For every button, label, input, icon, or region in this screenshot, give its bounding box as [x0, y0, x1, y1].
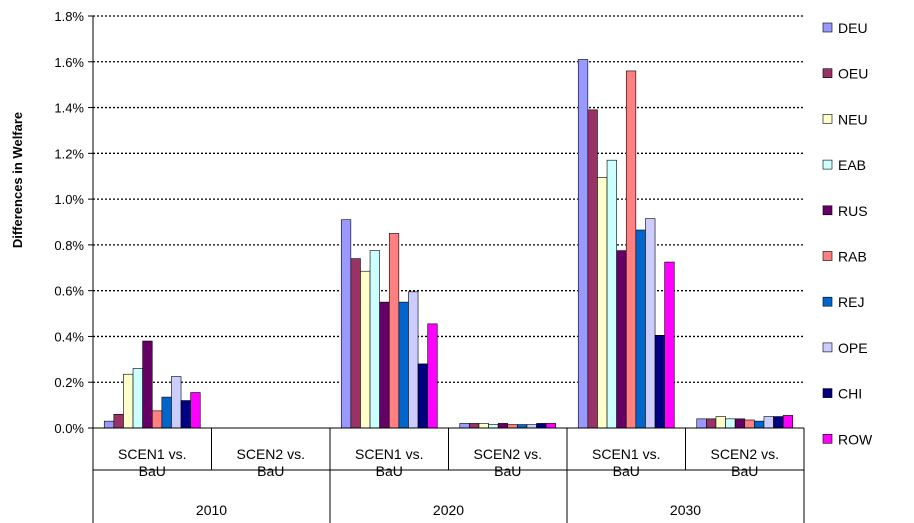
bar-row [427, 323, 438, 429]
bar-neu [123, 373, 134, 429]
legend-label-chi: CHI [838, 386, 862, 402]
legend-swatch-ope [822, 342, 833, 353]
legend-swatch-rab [822, 251, 833, 261]
bar-rus [734, 418, 746, 429]
bar-rej [161, 396, 172, 429]
bar-deu [340, 219, 352, 429]
bar-oeu [350, 258, 361, 429]
legend-swatch-deu [822, 22, 833, 33]
legend-swatch-rus [822, 205, 833, 216]
legend-swatch-eab [822, 159, 833, 170]
bar-eab [606, 159, 617, 429]
bar-oeu [469, 423, 480, 429]
bar-row [545, 423, 557, 429]
legend-label-deu: DEU [838, 20, 868, 36]
y-tick-label: 1.6% [54, 55, 84, 70]
legend-label-rab: RAB [838, 249, 867, 265]
y-axis-label: Differences in Welfare [10, 112, 25, 248]
bar-rus [616, 250, 627, 429]
y-tick-label: 1.0% [54, 192, 84, 207]
bar-row [190, 392, 201, 429]
y-tick-label: 0.0% [54, 421, 84, 436]
y-tick-label: 0.2% [54, 375, 84, 390]
bar-ope [408, 291, 419, 429]
x-category-label: SCEN1 vs. BaU [592, 446, 660, 479]
bar-rab [151, 410, 163, 429]
bar-eab [725, 418, 736, 429]
bar-deu [577, 59, 589, 429]
bar-rus [379, 301, 390, 429]
bars [103, 59, 794, 429]
bar-oeu [587, 109, 598, 429]
bar-ope [171, 376, 182, 429]
legend-swatch-row [822, 433, 833, 444]
bar-deu [103, 420, 115, 429]
bar-ope [526, 424, 537, 429]
bar-rej [398, 301, 409, 429]
y-tick-label: 0.4% [54, 329, 84, 344]
bar-rej [635, 229, 646, 429]
bar-oeu [113, 413, 124, 429]
bar-eab [132, 368, 143, 429]
bar-deu [459, 423, 470, 429]
bar-rab [625, 70, 637, 429]
bar-rus [497, 423, 509, 429]
bar-chi [536, 423, 547, 429]
bar-eab [488, 424, 499, 429]
x-category-label: SCEN1 vs. BaU [118, 446, 186, 479]
x-category-label: SCEN2 vs. BaU [711, 446, 779, 479]
bar-chi [773, 416, 784, 429]
y-tick-label: 0.6% [54, 284, 84, 299]
legend-swatch-oeu [822, 68, 833, 78]
bar-chi [417, 363, 428, 429]
y-tick-label: 1.2% [54, 146, 84, 161]
legend: DEU OEU NEU EAB RUS RAB REJ OPE CHI ROW [822, 20, 873, 447]
legend-swatch-rej [822, 296, 833, 307]
x-category-label: SCEN2 vs. BaU [474, 446, 542, 479]
bar-rus [142, 340, 153, 429]
bar-row [664, 261, 675, 429]
x-group-label: 2030 [670, 502, 701, 518]
legend-label-ope: OPE [838, 340, 868, 356]
legend-label-neu: NEU [838, 111, 868, 127]
axes [88, 15, 805, 523]
bar-row [782, 415, 794, 429]
legend-label-row: ROW [838, 431, 873, 447]
bar-rab [507, 424, 518, 429]
bar-neu [715, 416, 726, 429]
bar-deu [696, 418, 707, 429]
y-tick-labels: 0.0% 0.2% 0.4% 0.6% 0.8% 1.0% 1.2% 1.4% 1.6% 1.8% [54, 9, 84, 436]
bar-rab [388, 233, 400, 429]
y-tick-label: 0.8% [54, 238, 84, 253]
bar-neu [360, 270, 371, 429]
bar-ope [645, 218, 656, 429]
y-tick-label: 1.4% [54, 101, 84, 116]
legend-swatch-neu [822, 114, 833, 124]
y-tick-label: 1.8% [54, 9, 84, 24]
x-category-label: SCEN2 vs. BaU [237, 446, 305, 479]
legend-swatch-chi [822, 388, 833, 398]
bar-chi [180, 400, 191, 429]
bar-ope [763, 416, 774, 429]
bar-chi [654, 334, 665, 429]
bar-neu [597, 177, 608, 429]
x-group-label: 2010 [196, 502, 227, 518]
legend-label-rej: REJ [838, 294, 864, 310]
grid-lines [93, 15, 804, 383]
x-category-label: SCEN1 vs. BaU [355, 446, 423, 479]
legend-label-rus: RUS [838, 203, 868, 219]
legend-label-eab: EAB [838, 157, 866, 173]
bar-rab [744, 419, 755, 429]
bar-eab [369, 250, 380, 429]
x-group-label: 2020 [433, 502, 464, 518]
bar-rej [517, 424, 528, 429]
legend-label-oeu: OEU [838, 66, 868, 82]
x-category-labels: SCEN1 vs. BaU SCEN2 vs. BaU 2010 SCEN1 vs. BaU… [118, 446, 779, 518]
bar-rej [754, 420, 765, 429]
bar-neu [478, 423, 489, 429]
bar-oeu [706, 418, 717, 429]
